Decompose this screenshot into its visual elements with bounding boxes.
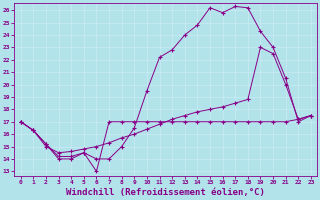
X-axis label: Windchill (Refroidissement éolien,°C): Windchill (Refroidissement éolien,°C) <box>66 188 265 197</box>
